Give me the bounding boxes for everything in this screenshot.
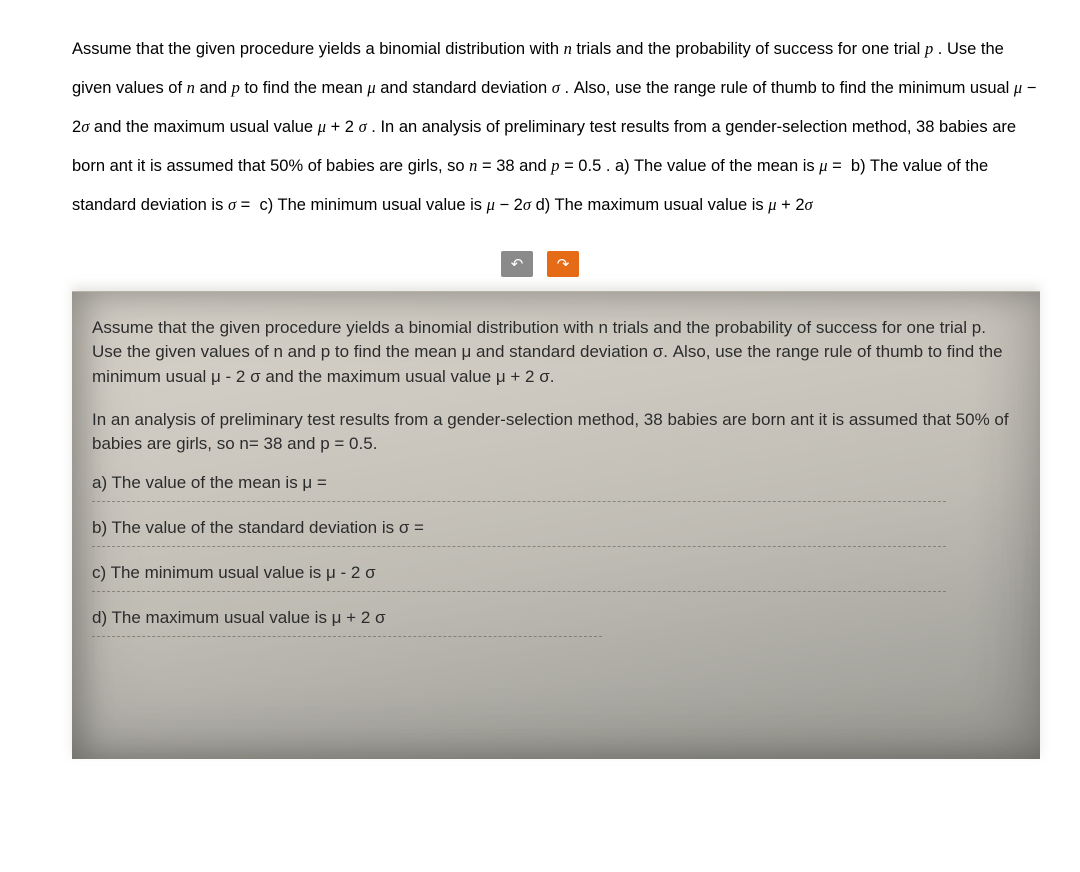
undo-button[interactable]: ↶ [501, 251, 533, 277]
photo-paragraph-1: Assume that the given procedure yields a… [92, 316, 1020, 390]
photo-paragraph-2: In an analysis of preliminary test resul… [92, 408, 1020, 457]
divider-line [92, 591, 946, 592]
undo-icon: ↶ [511, 255, 524, 273]
question-text-block: Assume that the given procedure yields a… [0, 0, 1080, 245]
photo-question-d: d) The maximum usual value is μ + 2 σ [92, 608, 1020, 628]
action-buttons-row: ↶ ↷ [0, 245, 1080, 291]
photo-question-c: c) The minimum usual value is μ - 2 σ [92, 563, 1020, 583]
attached-photo: Assume that the given procedure yields a… [72, 291, 1040, 759]
redo-button[interactable]: ↷ [547, 251, 579, 277]
divider-line [92, 501, 946, 502]
divider-line [92, 636, 602, 637]
problem-paragraph: Assume that the given procedure yields a… [72, 40, 1036, 214]
photo-question-b: b) The value of the standard deviation i… [92, 518, 1020, 538]
photo-content: Assume that the given procedure yields a… [92, 316, 1020, 637]
divider-line [92, 546, 946, 547]
redo-icon: ↷ [557, 255, 570, 273]
photo-question-a: a) The value of the mean is μ = [92, 473, 1020, 493]
